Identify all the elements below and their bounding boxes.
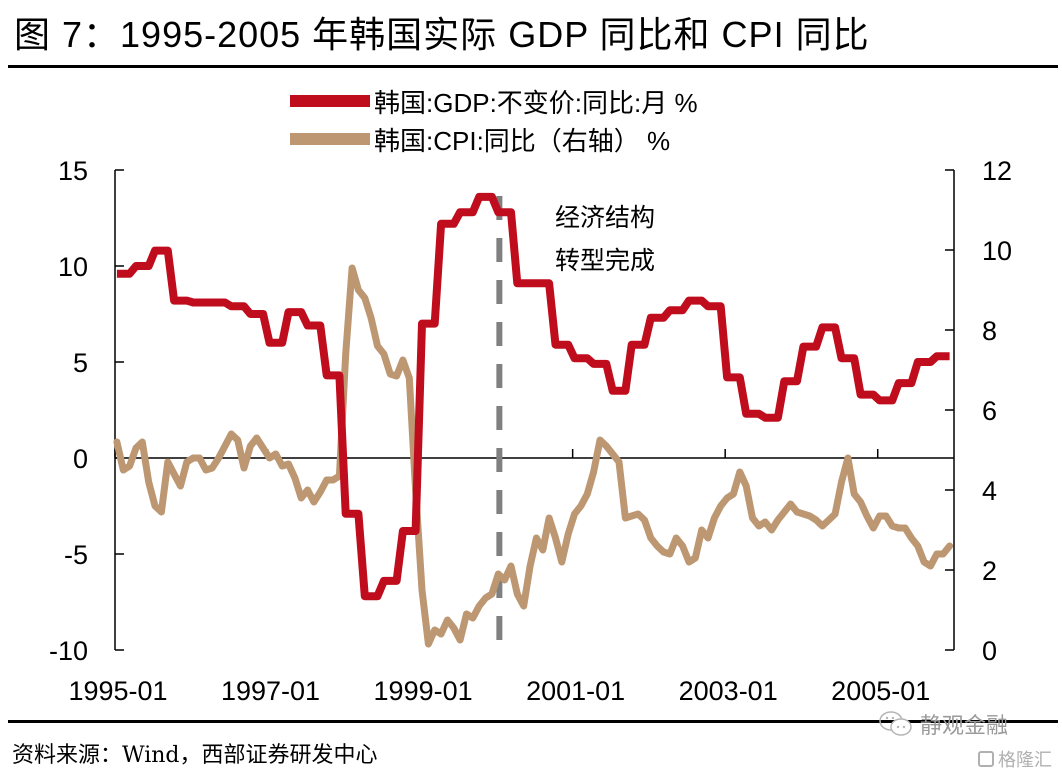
left-axis-tick-label: 10 — [58, 252, 88, 282]
source-note: 资料来源：Wind，西部证券研发中心 — [12, 743, 378, 768]
gdp-line — [116, 192, 950, 601]
watermark-logo: 格隆汇 — [978, 746, 1052, 772]
series-gdp — [116, 192, 950, 601]
cpi-line — [113, 264, 954, 648]
chart-plot: -10 -5 0 5 10 15 0 2 4 6 8 10 12 1995-01 1997-01 1999… — [49, 156, 1012, 706]
legend-label-cpi: 韩国:CPI:同比（右轴） % — [374, 125, 671, 156]
x-axis-tick-label: 1999-01 — [374, 676, 473, 706]
left-axis-tick-label: 15 — [58, 156, 88, 186]
left-axis-tick-label: -10 — [49, 636, 88, 666]
bottom-rule — [8, 720, 1058, 723]
figure-title: 图 7：1995-2005 年韩国实际 GDP 同比和 CPI 同比 — [14, 14, 870, 55]
x-axis-tick-labels: 1995-01 1997-01 1999-01 2001-01 2003-01 2005-… — [68, 449, 930, 706]
wechat-icon — [879, 711, 912, 736]
right-axis-tick-label: 6 — [982, 396, 997, 426]
legend-swatch-gdp — [290, 95, 370, 107]
left-axis-tick-label: 0 — [73, 444, 88, 474]
annotation-line-2: 转型完成 — [555, 246, 655, 275]
x-axis-tick-label: 2001-01 — [526, 676, 625, 706]
chart-legend: 韩国:GDP:不变价:同比:月 % 韩国:CPI:同比（右轴） % — [290, 82, 698, 158]
x-axis-tick-label: 1995-01 — [68, 676, 167, 706]
x-axis-tick-label: 1997-01 — [221, 676, 320, 706]
top-rule — [8, 65, 1058, 68]
watermark-text: 静观金融 — [920, 713, 1009, 738]
annotation-line-1: 经济结构 — [555, 203, 655, 232]
legend-item-gdp: 韩国:GDP:不变价:同比:月 % — [290, 82, 698, 120]
right-axis-tick-label: 12 — [982, 156, 1012, 186]
legend-swatch-cpi — [290, 133, 370, 145]
x-axis-tick-label: 2005-01 — [831, 676, 930, 706]
gelonghui-logo-icon — [978, 751, 994, 767]
series-cpi — [113, 264, 954, 648]
right-axis-tick-label: 8 — [982, 316, 997, 346]
watermark: 静观金融 — [878, 708, 1008, 740]
x-axis-tick-label: 2003-01 — [679, 676, 778, 706]
right-axis-tick-label: 10 — [982, 236, 1012, 266]
axes — [114, 170, 955, 650]
right-axis-tick-label: 4 — [982, 476, 997, 506]
left-axis-tick-label: 5 — [73, 348, 88, 378]
legend-label-gdp: 韩国:GDP:不变价:同比:月 % — [374, 87, 698, 118]
legend-item-cpi: 韩国:CPI:同比（右轴） % — [290, 120, 698, 158]
right-axis-tick-label: 0 — [982, 636, 997, 666]
watermark-logo-text: 格隆汇 — [998, 750, 1052, 770]
left-axis-tick-labels: -10 -5 0 5 10 15 — [49, 156, 124, 666]
right-axis-tick-label: 2 — [982, 556, 997, 586]
left-axis-tick-label: -5 — [64, 540, 88, 570]
right-axis-tick-labels: 0 2 4 6 8 10 12 — [945, 156, 1012, 666]
